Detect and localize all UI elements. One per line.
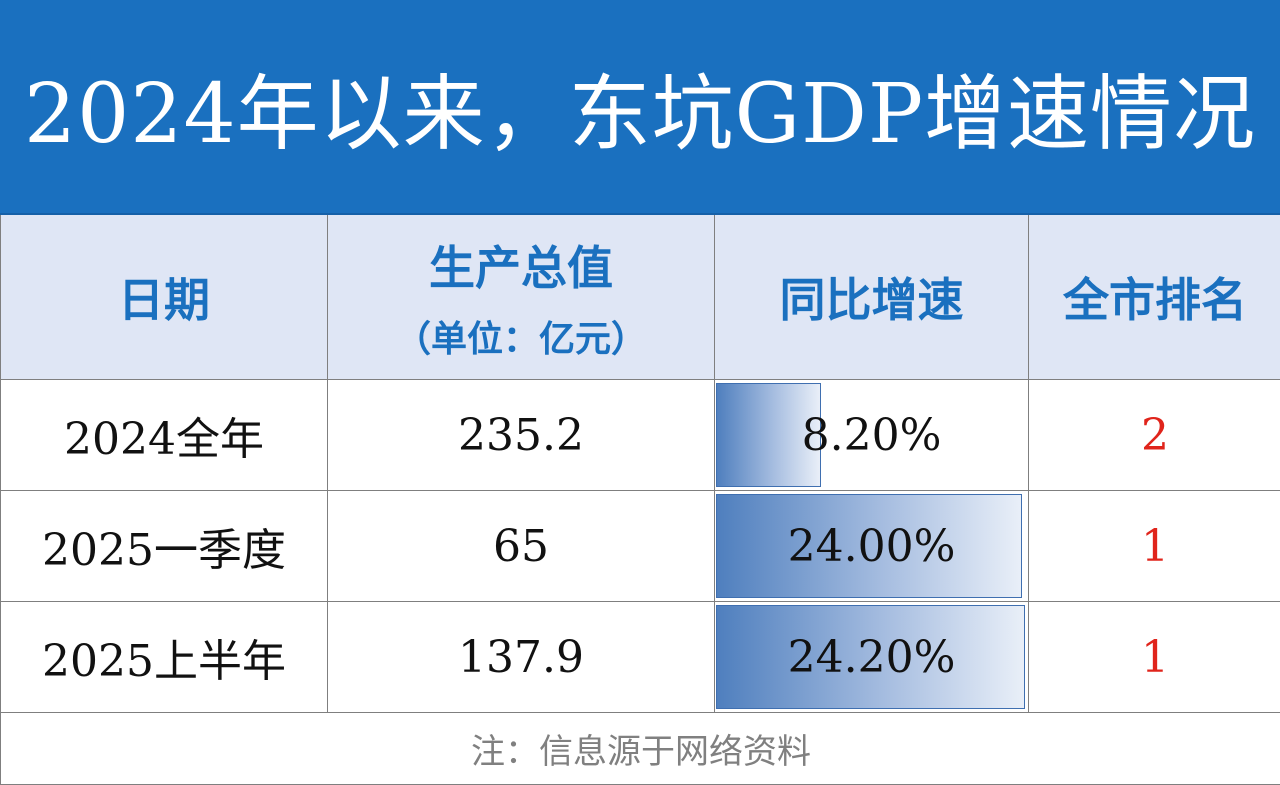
header-gdp-unit: （单位：亿元） [394,319,647,360]
date-cell: 2025上半年 [1,602,328,712]
growth-cell: 24.20% [715,602,1029,712]
source-note: 注：信息源于网络资料 [471,732,811,772]
growth-data-bar [716,494,1022,598]
table-row: 2025上半年 137.9 24.20% 1 [1,602,1280,713]
header-gdp-label: 生产总值 [429,241,613,295]
gdp-value: 65 [493,520,549,572]
growth-cell: 8.20% [715,380,1029,490]
rank-cell: 1 [1029,491,1280,601]
rank-cell: 1 [1029,602,1280,712]
table-row: 2024全年 235.2 8.20% 2 [1,380,1280,491]
growth-value: 24.20% [787,631,956,683]
header-rank: 全市排名 [1029,215,1280,379]
date-cell: 2025一季度 [1,491,328,601]
gdp-cell: 235.2 [328,380,715,490]
header-date-label: 日期 [118,273,210,327]
growth-cell: 24.00% [715,491,1029,601]
header-gdp: 生产总值 （单位：亿元） [328,215,715,379]
chart-title: 2024年以来，东坑GDP增速情况 [23,67,1257,162]
table-row: 2025一季度 65 24.00% 1 [1,491,1280,602]
date-cell: 2024全年 [1,380,328,490]
growth-data-bar [716,605,1025,709]
table-header-row: 日期 生产总值 （单位：亿元） 同比增速 全市排名 [1,215,1280,380]
growth-value: 24.00% [787,520,956,572]
date-value: 2025一季度 [42,525,286,576]
title-bar: 2024年以来，东坑GDP增速情况 [0,0,1280,215]
date-value: 2025上半年 [42,636,286,687]
date-value: 2024全年 [64,414,264,465]
rank-cell: 2 [1029,380,1280,490]
rank-value: 1 [1141,631,1169,683]
gdp-value: 137.9 [458,631,584,683]
gdp-cell: 137.9 [328,602,715,712]
growth-data-bar [716,383,821,487]
rank-value: 1 [1141,520,1169,572]
data-table: 日期 生产总值 （单位：亿元） 同比增速 全市排名 2024全年 235.2 8 [0,215,1280,785]
header-growth: 同比增速 [715,215,1029,379]
note-row: 注：信息源于网络资料 [1,713,1280,785]
header-rank-label: 全市排名 [1063,273,1247,327]
gdp-value: 235.2 [458,409,584,461]
growth-value: 8.20% [801,409,942,461]
header-date: 日期 [1,215,328,379]
gdp-cell: 65 [328,491,715,601]
rank-value: 2 [1141,409,1169,461]
header-growth-label: 同比增速 [779,273,964,327]
